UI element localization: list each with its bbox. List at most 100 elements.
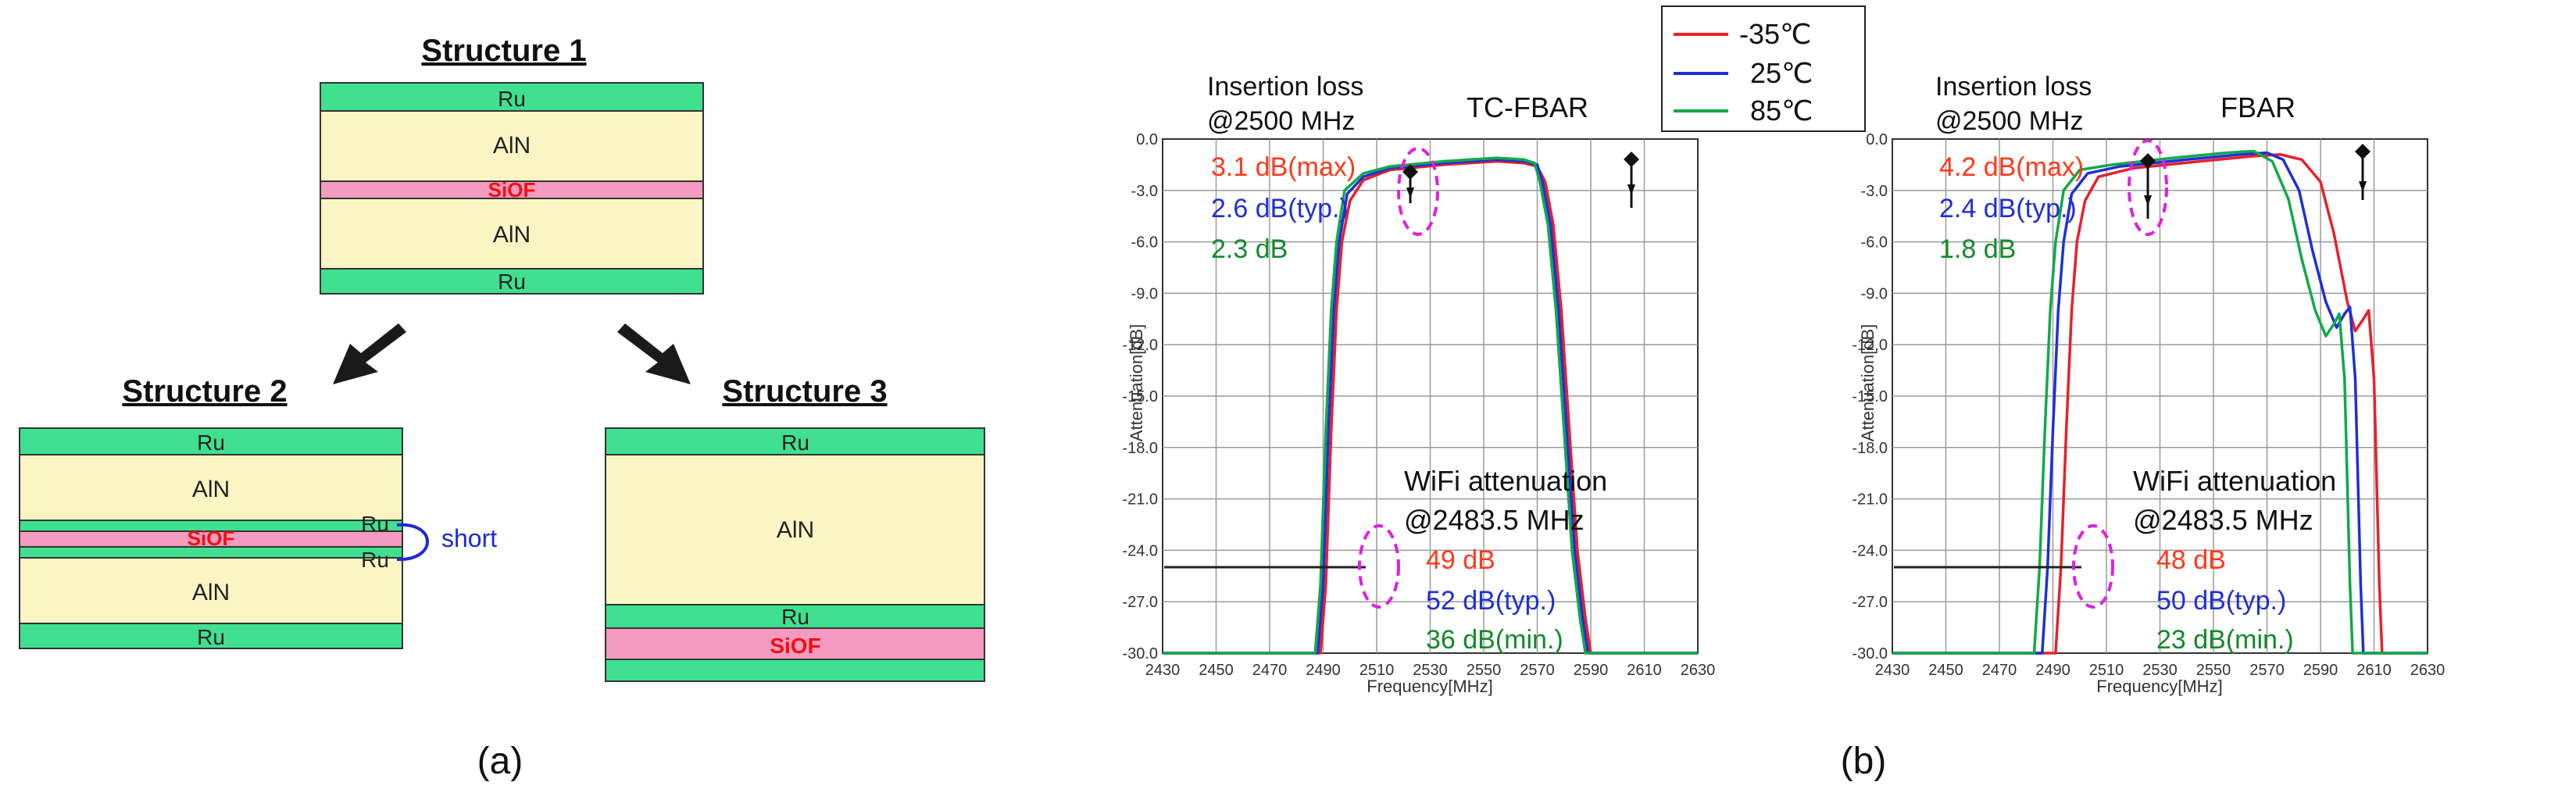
x-tick-label: 2590 xyxy=(2303,662,2338,679)
s1-layer-ru-bottom xyxy=(320,268,704,295)
y-tick-label: -15.0 xyxy=(1852,388,1888,405)
s3-layer-ru-mid xyxy=(605,604,985,629)
il-value-min: 2.3 dB xyxy=(1211,234,1288,264)
marker-cluster-left xyxy=(2140,153,2156,219)
wifi-value-1: 49 dB xyxy=(1426,545,1495,575)
s1-layer-aln-top xyxy=(320,110,704,182)
wifi-title-line1: WiFi attenuation xyxy=(2133,465,2336,497)
y-tick-label: 0.0 xyxy=(1866,131,1888,148)
x-tick-label: 2430 xyxy=(1145,662,1181,679)
s1-layer-ru-top xyxy=(320,82,704,112)
y-tick-label: -18.0 xyxy=(1852,440,1888,457)
y-tick-label: -12.0 xyxy=(1122,337,1158,354)
grid xyxy=(1892,139,2428,653)
s1-label-ru-top: Ru xyxy=(498,87,526,111)
marker-cluster-right xyxy=(1624,152,1639,208)
s3-label-ru-top: Ru xyxy=(781,430,809,455)
series-line-0 xyxy=(1163,159,1698,655)
short-connector xyxy=(396,523,429,562)
wifi-highlight-ellipse xyxy=(1358,524,1400,609)
arrow-to-structure-2 xyxy=(333,323,406,384)
y-tick-label: -21.0 xyxy=(1852,491,1888,509)
y-tick-label: -6.0 xyxy=(1131,234,1158,252)
grid xyxy=(1163,139,1698,653)
y-tick-label: -9.0 xyxy=(1131,285,1158,302)
series-line-1 xyxy=(1892,151,2428,655)
s2-label-aln-bottom: AlN xyxy=(192,580,230,605)
y-axis-label: Attenuation[dB] xyxy=(1858,324,1878,441)
legend: -35℃ 25℃ 85℃ xyxy=(1661,5,1866,132)
wifi-value-3: 36 dB(min.) xyxy=(1426,625,1563,655)
s1-label-aln-bottom: AlN xyxy=(493,222,531,248)
il-title-line1: Insertion loss xyxy=(1935,72,2092,102)
s3-label-aln: AlN xyxy=(777,517,814,543)
y-tick-label: -30.0 xyxy=(1852,645,1888,662)
panel-a: Structure 1 Ru AlN SiOF AlN Ru Structure… xyxy=(19,34,985,782)
x-axis-label: Frequency[MHz] xyxy=(2096,677,2222,696)
x-tick-label: 2630 xyxy=(1681,662,1716,679)
s3-layer-aln xyxy=(605,454,985,605)
legend-label-minus35: -35℃ xyxy=(1739,18,1811,50)
series-lines xyxy=(1163,156,1698,655)
y-tick-label: -6.0 xyxy=(1861,234,1888,252)
structure-1: Structure 1 Ru AlN SiOF AlN Ru xyxy=(320,34,704,295)
y-axis-label: Attenuation[dB] xyxy=(1127,324,1146,441)
s2-tag-ru-lower: Ru xyxy=(361,548,389,572)
panel-b: -35℃ 25℃ 85℃ TC-FBAR Insertion loss @250… xyxy=(1122,5,2446,782)
marker-cluster-right xyxy=(2355,144,2371,200)
x-tick-label: 2610 xyxy=(1627,662,1662,679)
wifi-value-3: 23 dB(min.) xyxy=(2156,625,2294,655)
x-tick-label: 2550 xyxy=(1467,662,1502,679)
il-highlight-ellipse xyxy=(1397,147,1439,236)
chart-title: FBAR xyxy=(2221,91,2296,123)
structure-3-title: Structure 3 xyxy=(722,374,887,409)
s2-label-ru-top: Ru xyxy=(197,430,225,455)
x-tick-label: 2530 xyxy=(2142,662,2178,679)
structure-1-title: Structure 1 xyxy=(421,34,586,68)
series-line-2 xyxy=(1892,149,2428,655)
caption-b: (b) xyxy=(1841,741,1887,782)
x-tick-label: 2570 xyxy=(2249,662,2285,679)
short-label: short xyxy=(441,524,497,552)
wifi-highlight-ellipse xyxy=(2072,524,2114,609)
x-tick-label: 2490 xyxy=(2035,662,2070,679)
x-axis-label: Frequency[MHz] xyxy=(1367,677,1492,696)
s1-layer-aln-bottom xyxy=(320,198,704,270)
s3-label-ru-mid: Ru xyxy=(781,605,809,629)
s2-label-siof: SiOF xyxy=(188,527,235,550)
structure-2-title: Structure 2 xyxy=(122,374,287,409)
s1-label-siof: SiOF xyxy=(488,178,536,202)
il-value-max: 4.2 dB(max) xyxy=(1939,152,2084,182)
x-tick-label: 2430 xyxy=(1875,662,1910,679)
x-tick-label: 2450 xyxy=(1928,662,1963,679)
y-tick-labels: 0.0 -3.0 -6.0 -9.0 -12.0 -15.0 -18.0 -21.0 -24.0… xyxy=(1122,131,1158,662)
x-tick-label: 2510 xyxy=(1359,662,1395,679)
il-title-line2: @2500 MHz xyxy=(1935,106,2083,136)
x-tick-label: 2450 xyxy=(1199,662,1234,679)
x-tick-labels: 2430 2450 2470 2490 2510 2530 2550 2570 2590 2610… xyxy=(1875,662,2446,679)
il-highlight-ellipse xyxy=(2128,139,2168,236)
y-tick-label: -15.0 xyxy=(1122,388,1158,405)
x-tick-label: 2490 xyxy=(1306,662,1341,679)
s1-label-ru-bottom: Ru xyxy=(498,270,526,294)
legend-label-85: 85℃ xyxy=(1750,95,1813,127)
il-title-line2: @2500 MHz xyxy=(1207,106,1355,136)
series-lines xyxy=(1892,149,2428,655)
x-tick-labels: 2430 2450 2470 2490 2510 2530 2550 2570 2590 2610… xyxy=(1145,662,1716,679)
x-tick-label: 2510 xyxy=(2089,662,2124,679)
y-tick-label: -27.0 xyxy=(1122,594,1158,611)
y-tick-label: -24.0 xyxy=(1122,542,1158,559)
caption-a: (a) xyxy=(477,741,523,782)
y-tick-label: -30.0 xyxy=(1122,645,1158,662)
series-line-0 xyxy=(1892,152,2428,655)
wifi-value-2: 50 dB(typ.) xyxy=(2156,586,2286,616)
y-tick-label: -3.0 xyxy=(1861,183,1888,200)
wifi-title-line2: @2483.5 MHz xyxy=(2133,504,2313,536)
arrow-to-structure-3 xyxy=(617,323,691,384)
y-tick-label: -3.0 xyxy=(1131,183,1158,200)
y-tick-label: -9.0 xyxy=(1861,285,1888,302)
marker-cluster-left xyxy=(1402,164,1418,203)
x-tick-label: 2470 xyxy=(1982,662,2017,679)
il-value-max: 3.1 dB(max) xyxy=(1211,152,1356,182)
